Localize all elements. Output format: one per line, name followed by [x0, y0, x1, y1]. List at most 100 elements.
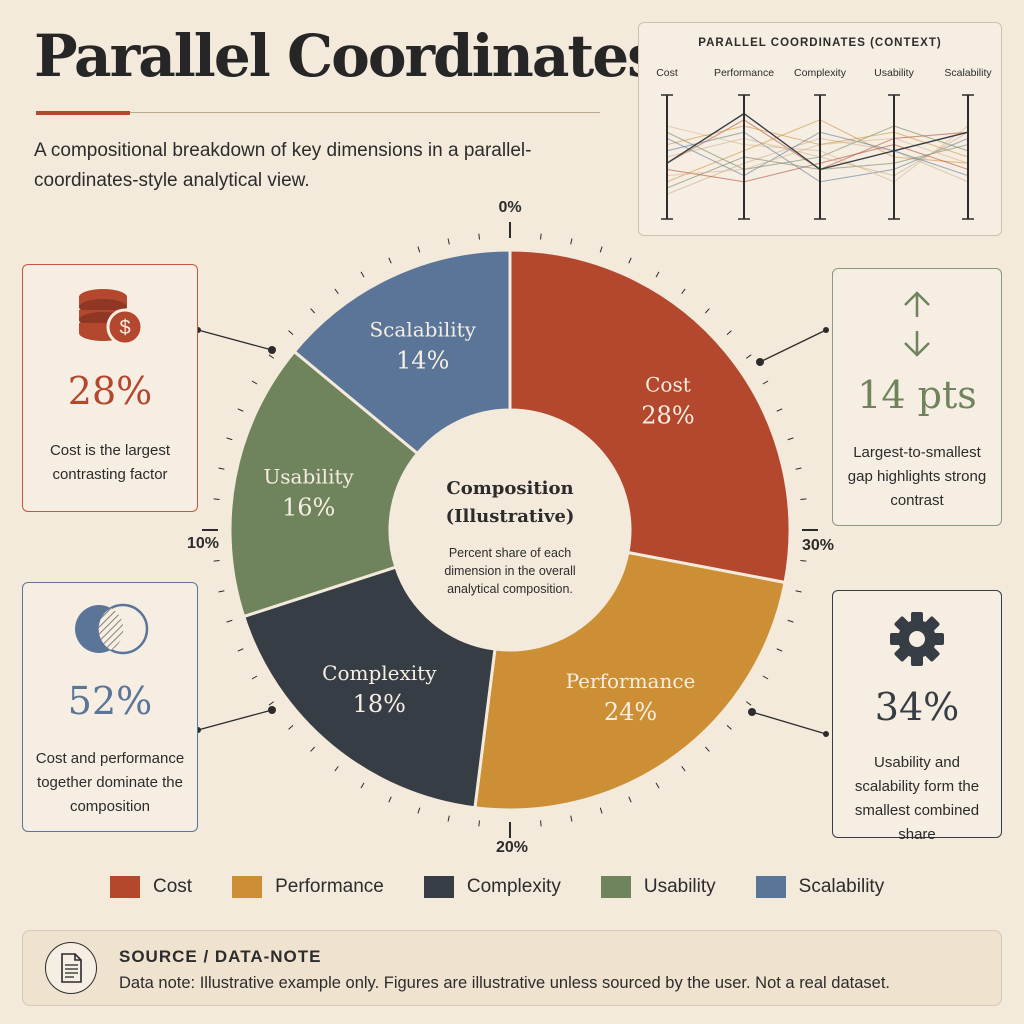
ring-tick [388, 796, 392, 803]
legend-label: Scalability [798, 876, 885, 897]
ring-tick [447, 815, 450, 822]
context-panel-title: PARALLEL COORDINATES (CONTEXT) [698, 37, 942, 49]
ring-tick [288, 725, 294, 730]
ring-label-10: 10% [187, 535, 219, 552]
ring-tick [800, 498, 807, 500]
ring-label-20: 20% [496, 839, 528, 856]
legend-label: Complexity [466, 876, 561, 897]
chart-legend: Cost Performance Complexity Usability Sc… [110, 876, 924, 898]
ring-tick [762, 380, 769, 385]
legend-label: Usability [643, 876, 716, 897]
context-axis-label-usability: Usability [874, 67, 914, 79]
ring-tick [795, 590, 802, 593]
ring-tick [218, 590, 225, 593]
ring-tick [787, 619, 794, 623]
slice-value-complexity: 18% [353, 690, 406, 718]
legend-item-cost: Cost [110, 876, 192, 898]
ring-tick [599, 246, 603, 253]
ring-tick [388, 257, 392, 264]
ring-tick [776, 408, 783, 412]
card-usability-scalability: 34% Usability and scalability form the s… [832, 590, 1002, 843]
ring-tick [540, 820, 542, 827]
ring-tick [288, 330, 294, 335]
source-note: Data note: Illustrative example only. Fi… [119, 974, 890, 992]
ring-label-30: 30% [802, 537, 834, 554]
donut-hole [390, 410, 630, 650]
ring-tick [570, 238, 573, 245]
ring-tick [705, 746, 710, 752]
context-axis-label-complexity: Complexity [794, 67, 846, 79]
legend-swatch [600, 876, 631, 898]
ring-tick [628, 796, 632, 803]
card-usability-scalability-stat: 34% [874, 685, 960, 729]
connector-dot [756, 358, 764, 366]
ring-tick [218, 467, 225, 470]
ring-tick [360, 782, 365, 789]
ring-tick [540, 233, 542, 240]
connector-line [759, 329, 827, 363]
ring-tick [251, 380, 258, 385]
card-cost-performance: 52% Cost and performance together domina… [22, 582, 198, 832]
slice-value-usability: 16% [282, 494, 335, 522]
center-text-line1: Percent share of each [449, 546, 571, 560]
legend-item-performance: Performance [232, 876, 384, 898]
ring-tick [237, 408, 244, 412]
ring-tick [800, 560, 807, 562]
legend-swatch [423, 876, 454, 898]
ring-tick [226, 619, 233, 623]
connector-dot [823, 327, 829, 333]
connector-dot [268, 706, 276, 714]
slice-label-complexity: Complexity [322, 661, 437, 685]
ring-tick [226, 437, 233, 441]
source-note-panel: SOURCE / DATA-NOTE Data note: Illustrati… [22, 930, 1002, 1006]
ring-tick [726, 725, 732, 730]
context-parallel-plot [661, 94, 974, 220]
connector-dot [268, 346, 276, 354]
context-panel: PARALLEL COORDINATES (CONTEXT) Cost Perf… [638, 22, 1002, 236]
ring-tick [310, 746, 315, 752]
legend-label: Performance [275, 876, 384, 897]
ring-tick [268, 701, 275, 706]
card-usability-scalability-text: Usability and scalability form the small… [854, 754, 980, 843]
gear-icon [890, 612, 944, 666]
title-accent-bar [36, 111, 130, 115]
slice-value-cost: 28% [641, 401, 694, 429]
coins-dollar-icon: $ [79, 289, 144, 346]
source-title: SOURCE / DATA-NOTE [119, 947, 322, 966]
center-title-line2: (Illustrative) [446, 506, 575, 527]
card-cost-stat: 28% [67, 369, 153, 413]
slice-label-cost: Cost [645, 372, 691, 396]
page-title: Parallel Coordinates [34, 22, 660, 90]
ring-tick [726, 330, 732, 335]
ring-tick [776, 648, 783, 652]
context-axis-label-performance: Performance [713, 67, 775, 79]
ring-tick [655, 782, 660, 789]
legend-swatch [110, 876, 140, 898]
connector-line [197, 329, 273, 351]
ring-tick [360, 271, 365, 278]
ring-tick [310, 308, 315, 314]
legend-swatch [755, 876, 786, 898]
title-divider [36, 112, 600, 113]
ring-tick [745, 354, 752, 359]
card-cost-text: Cost is the largest contrasting factor [49, 442, 171, 483]
ring-tick [478, 233, 480, 240]
center-text-line3: analytical composition. [447, 582, 573, 596]
ring-tick [599, 807, 603, 814]
ring-tick [681, 288, 686, 295]
card-gap-stat: 14 pts [857, 373, 977, 417]
ring-tick [570, 815, 573, 822]
context-axis-label-cost: Cost [656, 67, 678, 79]
legend-item-scalability: Scalability [755, 876, 885, 898]
connector-dot [748, 708, 756, 716]
center-text-line2: dimension in the overall [444, 564, 575, 578]
page-subtitle: A compositional breakdown of key dimensi… [34, 140, 532, 191]
ring-tick [762, 675, 769, 680]
donut-slice-scalability [292, 248, 512, 456]
slice-label-scalability: Scalability [369, 318, 476, 342]
ring-tick [213, 560, 220, 562]
ring-tick [213, 498, 220, 500]
connector-dot [823, 731, 829, 737]
slice-label-usability: Usability [263, 465, 354, 489]
